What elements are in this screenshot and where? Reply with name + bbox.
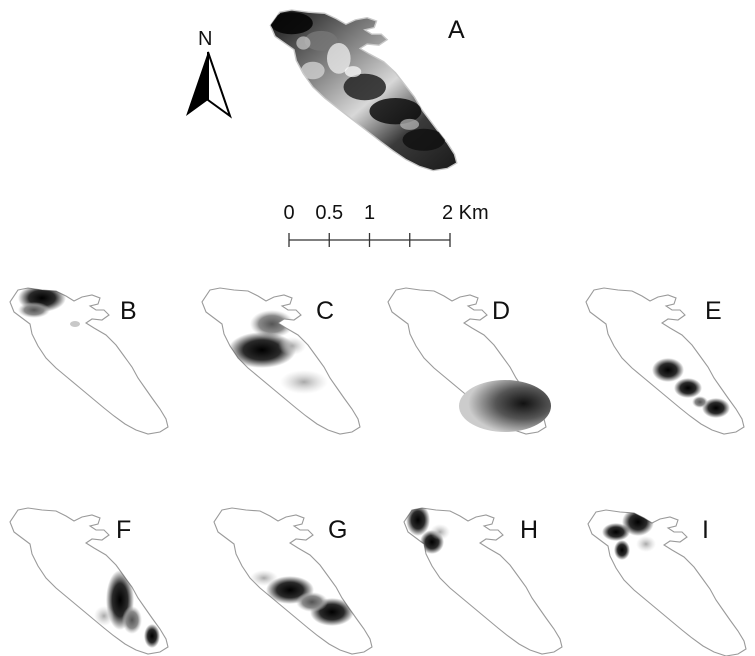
panel-c-map: C [201,287,361,435]
scale-tick-label: 0 [283,202,294,224]
scale-tick-label: 1 [364,202,375,224]
north-arrow-icon [186,51,232,119]
panel-b-label: B [120,297,137,325]
scale-bar: 0 0.5 1 2 Km [283,202,489,247]
scale-tick-label: 0.5 [315,202,343,224]
panel-f-map: F [9,507,169,655]
panel-c-label: C [316,297,334,325]
panel-i-map: I [587,509,747,656]
north-label: N [198,28,212,50]
panel-h-map: H [403,507,563,655]
panel-f-label: F [116,516,131,544]
panel-h-label: H [520,516,538,544]
panel-i-label: I [702,516,709,544]
panel-b-map: B [9,287,169,435]
panel-d-map: D [387,287,551,435]
panel-g-map: G [213,507,373,655]
scale-tick-label: 2 Km [442,202,489,224]
panel-g-label: G [328,516,347,544]
panel-d-label: D [492,297,510,325]
panel-a-label: A [448,16,465,44]
north-arrow: N [186,28,232,119]
panel-a-map: A [269,9,465,172]
panel-e-label: E [705,297,722,325]
panel-e-map: E [585,287,745,435]
